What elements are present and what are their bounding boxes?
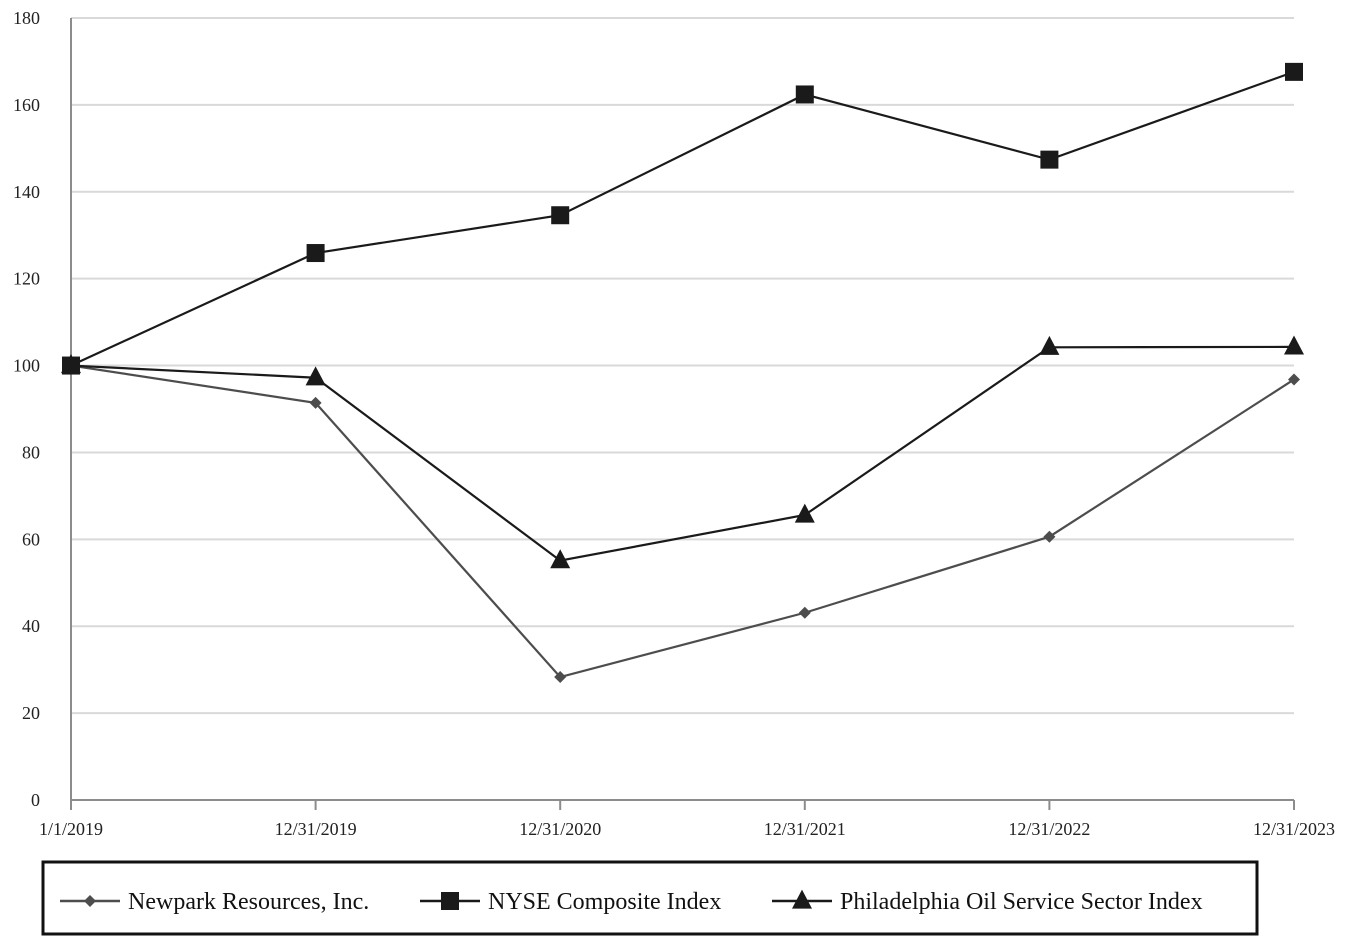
x-tick-label: 12/31/2022 xyxy=(1008,819,1090,839)
series xyxy=(61,62,1304,684)
data-point-square xyxy=(1285,62,1303,81)
y-tick-label: 80 xyxy=(22,442,40,462)
data-point-diamond xyxy=(1043,530,1056,543)
data-point-triangle xyxy=(1284,335,1304,355)
x-tick-label: 12/31/2021 xyxy=(764,819,846,839)
data-point-square xyxy=(795,85,814,104)
x-tick-label: 12/31/2023 xyxy=(1253,819,1335,839)
legend-frame xyxy=(41,860,1259,936)
series-diamond xyxy=(65,359,1300,684)
y-tick-label: 20 xyxy=(22,703,40,723)
y-tick-label: 40 xyxy=(22,616,40,636)
data-point-square xyxy=(306,244,325,263)
legend-label: Newpark Resources, Inc. xyxy=(128,889,369,915)
data-point-triangle xyxy=(550,549,571,569)
data-point-diamond xyxy=(309,396,322,409)
legend-items: Newpark Resources, Inc. NYSE Composite In… xyxy=(60,889,1203,915)
data-point-diamond xyxy=(554,671,567,684)
x-tick-label: 1/1/2019 xyxy=(39,819,103,839)
y-tick-label: 180 xyxy=(13,8,40,28)
y-tick-label: 140 xyxy=(13,182,40,202)
series-line xyxy=(70,345,1295,562)
y-tick-labels: 0 20 40 60 80 100 120 140 160 180 xyxy=(13,8,40,810)
series-square xyxy=(62,62,1303,375)
series-line xyxy=(70,70,1295,367)
legend-label: Philadelphia Oil Service Sector Index xyxy=(840,889,1203,915)
x-tick-labels: 1/1/2019 12/31/2019 12/31/2020 12/31/2021 12… xyxy=(39,819,1335,839)
legend: Newpark Resources, Inc. NYSE Composite In… xyxy=(41,860,1259,936)
y-tick-label: 0 xyxy=(31,790,40,810)
y-tick-label: 60 xyxy=(22,529,40,549)
x-tick-label: 12/31/2020 xyxy=(519,819,601,839)
data-point-square xyxy=(62,356,80,375)
series-line xyxy=(70,364,1295,679)
axes xyxy=(70,18,1295,810)
legend-item: Newpark Resources, Inc. xyxy=(60,889,369,915)
y-tick-label: 120 xyxy=(13,269,40,289)
data-point-square xyxy=(551,206,570,225)
x-tick-label: 12/31/2019 xyxy=(275,819,357,839)
legend-marker-diamond xyxy=(84,895,96,907)
data-point-square xyxy=(1040,150,1059,169)
legend-marker-triangle xyxy=(792,889,812,909)
legend-marker-square xyxy=(441,892,459,910)
legend-item: NYSE Composite Index xyxy=(420,889,721,915)
gridlines xyxy=(71,17,1294,715)
data-point-triangle xyxy=(1039,335,1060,355)
data-point-triangle xyxy=(794,503,815,523)
legend-label: NYSE Composite Index xyxy=(488,889,721,915)
data-point-diamond xyxy=(798,606,811,619)
data-point-diamond xyxy=(1288,373,1300,386)
y-tick-label: 160 xyxy=(13,95,40,115)
data-point-triangle xyxy=(305,366,326,386)
y-tick-label: 100 xyxy=(13,356,40,376)
legend-item: Philadelphia Oil Service Sector Index xyxy=(772,889,1203,915)
